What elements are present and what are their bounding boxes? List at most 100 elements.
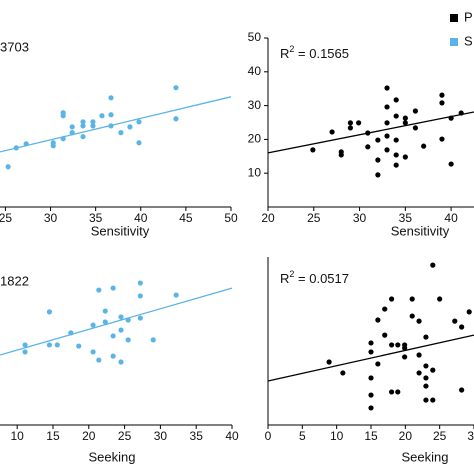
point — [384, 120, 390, 126]
point — [412, 108, 419, 114]
point — [430, 367, 436, 373]
point — [125, 337, 131, 343]
x-tick-label: 0 — [265, 429, 272, 443]
point — [127, 124, 133, 130]
point — [423, 397, 429, 403]
point — [125, 317, 131, 323]
x-axis-label: Seeking — [402, 449, 449, 464]
point — [368, 392, 374, 398]
point — [459, 387, 465, 393]
point — [356, 120, 362, 126]
point — [310, 147, 316, 153]
point — [437, 296, 443, 302]
point — [150, 337, 156, 343]
x-tick-label: 30 — [467, 429, 474, 443]
point — [375, 157, 381, 163]
point — [118, 359, 124, 365]
point — [423, 363, 429, 369]
point — [46, 342, 53, 348]
point — [136, 119, 142, 125]
point — [90, 349, 96, 355]
x-tick-label: 45 — [179, 211, 193, 225]
point — [439, 92, 445, 98]
point — [402, 154, 408, 160]
point — [448, 161, 454, 167]
point — [393, 162, 399, 168]
y-tick-label: 30 — [248, 98, 262, 112]
trend-line — [267, 334, 474, 382]
point — [458, 110, 464, 116]
point — [329, 129, 335, 135]
x-tick-label: 30 — [44, 211, 58, 225]
point — [452, 318, 458, 324]
x-tick-label: 30 — [353, 211, 367, 225]
y-tick-label: 50 — [248, 30, 262, 44]
point — [137, 293, 143, 299]
legend-swatch — [450, 14, 458, 22]
point — [416, 352, 422, 358]
point — [393, 97, 399, 103]
point — [368, 340, 374, 346]
trend-line — [267, 111, 474, 154]
point — [96, 357, 102, 363]
point — [382, 332, 388, 338]
point — [421, 143, 427, 149]
x-tick-label: 35 — [399, 211, 413, 225]
point — [395, 342, 401, 348]
y-tick-label: 40 — [248, 64, 262, 78]
point — [402, 354, 408, 360]
point — [368, 375, 374, 381]
point — [22, 342, 28, 348]
r2-annotation: R2 = 0.1565 — [280, 44, 349, 61]
point — [409, 296, 415, 302]
point — [137, 315, 143, 321]
x-tick-label: 25 — [433, 429, 447, 443]
x-tick-label: 20 — [399, 429, 413, 443]
point — [137, 280, 143, 286]
x-tick-label: 15 — [364, 429, 378, 443]
point — [108, 123, 114, 129]
point — [409, 313, 415, 319]
point — [439, 100, 445, 106]
point — [384, 133, 390, 139]
point — [412, 125, 419, 131]
x-tick-label: 40 — [444, 211, 458, 225]
x-axis-label: Seeking — [89, 449, 136, 464]
point — [118, 314, 124, 320]
x-tick-label: 30 — [154, 429, 168, 443]
legend-label: P — [464, 9, 473, 24]
point — [402, 345, 408, 351]
point — [430, 262, 436, 268]
point — [393, 113, 399, 119]
point — [80, 119, 86, 125]
point — [102, 308, 108, 314]
point — [368, 349, 374, 355]
point — [60, 136, 66, 142]
r2-annotation: 3703 — [0, 39, 29, 54]
point — [389, 342, 395, 348]
x-tick-label: 25 — [307, 211, 321, 225]
point — [110, 353, 116, 359]
point — [448, 115, 454, 121]
point — [459, 324, 465, 330]
point — [136, 140, 142, 146]
point — [395, 389, 401, 395]
point — [375, 317, 381, 323]
x-tick-label: 50 — [224, 211, 238, 225]
point — [466, 309, 472, 315]
point — [368, 405, 374, 411]
point — [5, 164, 11, 170]
point — [118, 130, 124, 136]
point — [23, 141, 29, 147]
point — [22, 349, 28, 355]
x-tick-label: 25 — [118, 429, 132, 443]
point — [108, 112, 114, 118]
point — [80, 134, 86, 140]
point — [416, 318, 422, 324]
point — [108, 95, 114, 101]
x-tick-label: 10 — [11, 429, 25, 443]
x-tick-label: 20 — [261, 211, 275, 225]
point — [384, 104, 390, 110]
r2-annotation: 1822 — [0, 273, 29, 288]
